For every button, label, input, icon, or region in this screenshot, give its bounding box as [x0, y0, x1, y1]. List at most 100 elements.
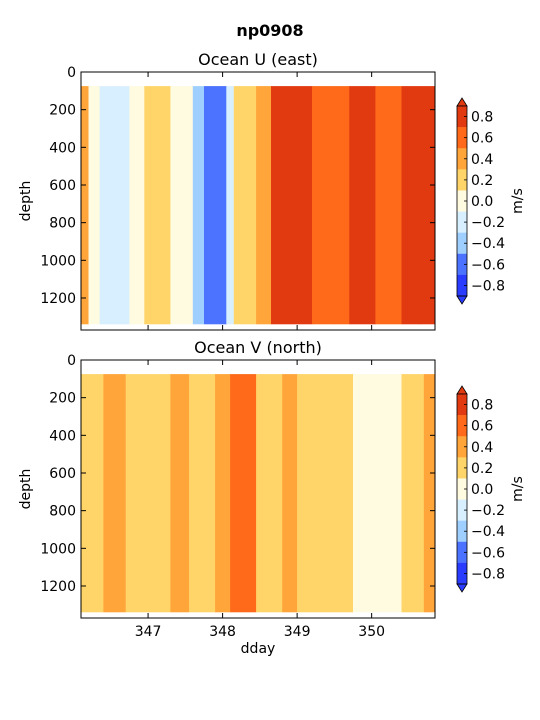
colorbar-tick-label: 0.2	[471, 173, 493, 189]
y-tick-label: 1000	[40, 541, 76, 557]
y-tick-label: 1200	[40, 291, 76, 307]
colorbar-swatch	[457, 127, 467, 149]
colorbar-swatch	[457, 190, 467, 212]
heatmap-band	[88, 86, 101, 325]
colorbar-swatch	[457, 394, 467, 416]
colorbar-tick-label: 0.6	[471, 131, 493, 147]
heatmap-band	[379, 374, 402, 613]
heatmap-band	[81, 374, 104, 613]
colorbar-swatch	[457, 232, 467, 255]
colorbar-v: 0.8 0.6 0.4 0.2 0.0 −0.2 −0.4 −0.6 −0.8 m/s	[456, 385, 526, 593]
y-tick-label: 200	[49, 103, 76, 119]
y-tick-label: 800	[49, 504, 76, 520]
colorbar-swatch	[457, 106, 467, 128]
axes-frame-u	[80, 71, 436, 331]
y-tick-label: 0	[67, 353, 76, 369]
x-tick-label: 347	[135, 624, 162, 640]
colorbar-tick-label: 0.8	[471, 110, 493, 126]
heatmap-ocean-v	[81, 374, 436, 613]
colorbar-swatch	[457, 211, 467, 233]
colorbar-tick-label: 0.0	[471, 482, 493, 498]
x-axis-u	[147, 72, 373, 330]
y-tick-label: 400	[49, 428, 76, 444]
colorbar-swatch	[457, 520, 467, 543]
heatmap-band	[170, 86, 194, 325]
y-tick-label: 600	[49, 178, 76, 194]
y-axis-u: 0 200 400 600 800 1000 1200	[40, 65, 435, 307]
heatmap-band	[81, 86, 89, 325]
colorbar-tick-label: 0.6	[471, 419, 493, 435]
colorbar-swatch	[457, 253, 467, 276]
colorbar-extend-min	[456, 583, 468, 593]
ylabel-u: depth	[18, 181, 34, 222]
colorbar-swatch	[457, 415, 467, 437]
heatmap-band	[256, 86, 272, 325]
ylabel-v: depth	[18, 469, 34, 510]
colorbar-tick-label: 0.4	[471, 152, 493, 168]
heatmap-band	[256, 374, 283, 613]
heatmap-band	[125, 374, 149, 613]
colorbar-label: m/s	[510, 476, 526, 502]
colorbar-swatch	[457, 274, 467, 297]
colorbar-tick-label: 0.8	[471, 398, 493, 414]
heatmap-band	[349, 86, 376, 325]
colorbar-tick-label: −0.4	[471, 236, 505, 252]
colorbar-tick-label: −0.4	[471, 524, 505, 540]
y-axis-v: 0 200 400 600 800 1000 1200	[40, 353, 435, 595]
colorbar-u: 0.8 0.6 0.4 0.2 0.0 −0.2 −0.4 −0.6 −0.8 m/s	[456, 97, 526, 305]
heatmap-band	[401, 86, 421, 325]
x-tick-label: 350	[358, 624, 385, 640]
y-tick-label: 400	[49, 140, 76, 156]
suptitle: np0908	[236, 21, 303, 40]
heatmap-band	[103, 374, 127, 613]
chart-title-u: Ocean U (east)	[198, 50, 318, 69]
heatmap-band	[423, 374, 436, 613]
heatmap-band	[420, 86, 436, 325]
colorbar-tick-label: −0.8	[471, 566, 505, 582]
heatmap-band	[192, 86, 205, 325]
heatmap-band	[375, 86, 402, 325]
colorbar-tick-label: 0.2	[471, 461, 493, 477]
chart-title-v: Ocean V (north)	[194, 338, 322, 357]
colorbar-label: m/s	[510, 188, 526, 214]
colorbar-tick-label: −0.2	[471, 503, 505, 519]
y-tick-label: 200	[49, 391, 76, 407]
panel-ocean-u: Ocean U (east) 0 200 400 600 800 1000 1200 dep…	[18, 50, 526, 331]
y-tick-label: 1000	[40, 253, 76, 269]
colorbar-extend-max	[456, 97, 468, 107]
colorbar-tick-label: −0.2	[471, 215, 505, 231]
heatmap-band	[233, 86, 257, 325]
heatmap-band	[118, 86, 130, 325]
panel-ocean-v: Ocean V (north) 0 200 400 600 800 1000 1200 34…	[18, 338, 526, 657]
axes-frame-v	[80, 359, 436, 619]
colorbar-swatch	[457, 436, 467, 458]
heatmap-band	[312, 86, 335, 325]
colorbar-swatch	[457, 148, 467, 170]
heatmap-ocean-u	[81, 86, 436, 325]
heatmap-band	[271, 86, 313, 325]
y-tick-label: 600	[49, 466, 76, 482]
colorbar-swatch	[457, 541, 467, 564]
heatmap-band	[204, 86, 227, 325]
colorbar-tick-label: −0.6	[471, 257, 505, 273]
heatmap-band	[326, 374, 354, 613]
heatmap-band	[189, 374, 216, 613]
x-axis-v: 347 348 349 350	[135, 360, 385, 640]
y-tick-label: 1200	[40, 579, 76, 595]
heatmap-band	[226, 86, 235, 325]
heatmap-band	[334, 86, 350, 325]
colorbar-tick-label: −0.8	[471, 278, 505, 294]
xlabel-v: dday	[241, 641, 276, 657]
heatmap-band	[144, 86, 171, 325]
heatmap-band	[129, 86, 145, 325]
colorbar-tick-label: −0.6	[471, 545, 505, 561]
colorbar-swatch	[457, 169, 467, 191]
colorbar-swatch	[457, 478, 467, 500]
heatmap-band	[215, 374, 231, 613]
heatmap-band	[230, 374, 257, 613]
colorbar-extend-min	[456, 295, 468, 305]
heatmap-band	[297, 374, 328, 613]
colorbar-swatch	[457, 562, 467, 585]
heatmap-band	[401, 374, 425, 613]
